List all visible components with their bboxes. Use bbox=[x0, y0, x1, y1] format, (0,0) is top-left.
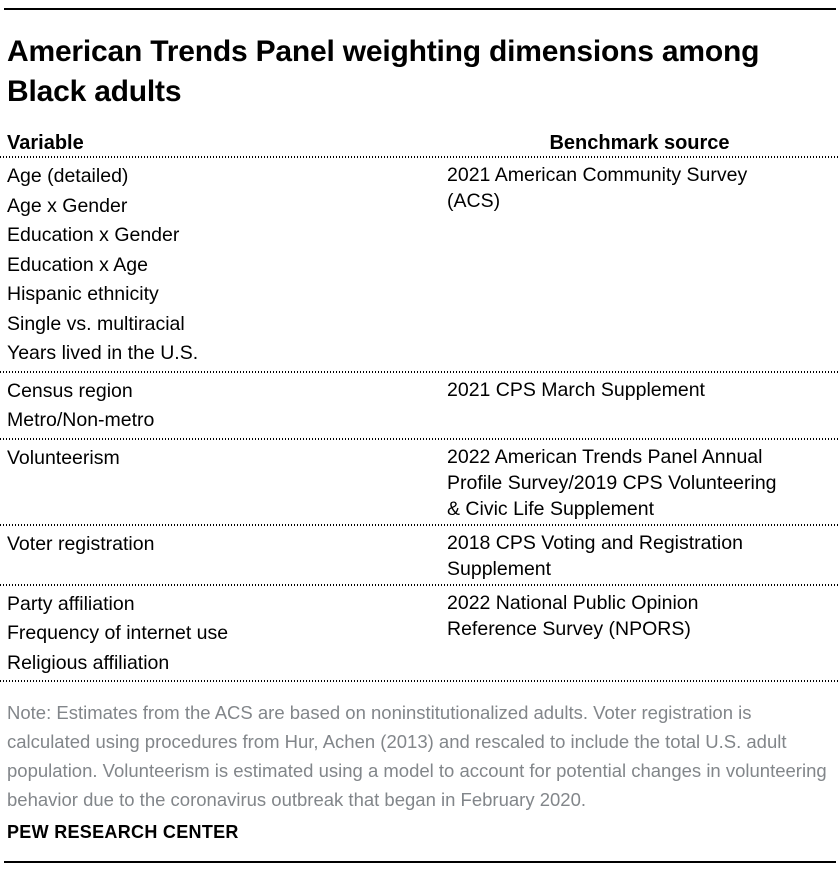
benchmark-source-cell: 2021 American Community Survey (ACS) bbox=[447, 162, 837, 214]
variable-item: Census region bbox=[7, 379, 133, 402]
variable-item: Hispanic ethnicity bbox=[7, 283, 159, 305]
variable-cell: Volunteerism bbox=[0, 444, 447, 474]
row-separator bbox=[0, 583, 840, 586]
variable-item: Voter registration bbox=[7, 532, 155, 555]
table-row: Volunteerism 2022 American Trends Panel A… bbox=[0, 440, 840, 524]
source-attribution: PEW RESEARCH CENTER bbox=[7, 822, 239, 842]
benchmark-source-line: 2021 CPS March Supplement bbox=[447, 378, 705, 401]
row-separator bbox=[0, 523, 840, 526]
table-row: Census region Metro/Non-metro 2021 CPS Mar… bbox=[0, 373, 840, 438]
benchmark-source-cell: 2018 CPS Voting and Registration Suppleme… bbox=[447, 530, 837, 582]
column-header-benchmark-source: Benchmark source bbox=[549, 132, 730, 154]
variable-item: Party affiliation bbox=[7, 592, 135, 615]
row-separator bbox=[0, 370, 840, 373]
benchmark-source-line: 2022 National Public Opinion bbox=[447, 591, 699, 614]
variable-item: Age (detailed) bbox=[7, 165, 129, 187]
table-row: Age (detailed) Age x Gender Education x Ge… bbox=[0, 158, 840, 371]
row-separator bbox=[0, 437, 840, 440]
variable-item: Volunteerism bbox=[7, 446, 120, 469]
table-row: Voter registration 2018 CPS Voting and Re… bbox=[0, 526, 840, 584]
variable-item: Single vs. multiracial bbox=[7, 312, 185, 335]
benchmark-source-line: Profile Survey/2019 CPS Volunteering bbox=[447, 471, 777, 494]
benchmark-source-cell: 2022 American Trends Panel Annual Profile… bbox=[447, 444, 837, 522]
variable-item: Education x Age bbox=[7, 253, 148, 276]
variable-item: Religious affiliation bbox=[7, 651, 170, 674]
benchmark-source-line: Supplement bbox=[447, 557, 552, 580]
benchmark-source-cell: 2021 CPS March Supplement bbox=[447, 377, 837, 403]
variable-cell: Party affiliation Frequency of internet u… bbox=[0, 590, 447, 679]
bottom-rule bbox=[4, 861, 836, 863]
benchmark-source-line: Reference Survey (NPORS) bbox=[447, 617, 691, 640]
row-separator bbox=[0, 680, 840, 682]
variable-cell: Voter registration bbox=[0, 530, 447, 560]
top-rule bbox=[4, 8, 836, 10]
footnote-text: Note: Estimates from the ACS are based o… bbox=[7, 702, 827, 810]
header-separator bbox=[0, 156, 840, 158]
variable-cell: Census region Metro/Non-metro bbox=[0, 377, 447, 436]
benchmark-source-line: 2021 American Community Survey bbox=[447, 164, 748, 186]
benchmark-source-line: 2018 CPS Voting and Registration bbox=[447, 531, 743, 554]
page-title: American Trends Panel weighting dimensio… bbox=[7, 35, 760, 108]
variable-item: Years lived in the U.S. bbox=[7, 342, 199, 364]
variable-item: Frequency of internet use bbox=[7, 622, 229, 644]
variable-cell: Age (detailed) Age x Gender Education x Ge… bbox=[0, 162, 447, 369]
variable-item: Metro/Non-metro bbox=[7, 409, 155, 431]
variable-item: Education x Gender bbox=[7, 224, 180, 246]
table-row: Party affiliation Frequency of internet u… bbox=[0, 586, 840, 681]
benchmark-source-line: 2022 American Trends Panel Annual bbox=[447, 445, 763, 468]
benchmark-source-line: (ACS) bbox=[447, 190, 501, 212]
benchmark-source-line: & Civic Life Supplement bbox=[447, 497, 655, 520]
table-body: Age (detailed) Age x Gender Education x Ge… bbox=[0, 158, 840, 682]
column-header-variable: Variable bbox=[7, 132, 84, 154]
variable-item: Age x Gender bbox=[7, 194, 128, 217]
table-header-row: Variable Benchmark source bbox=[0, 130, 840, 156]
benchmark-source-cell: 2022 National Public Opinion Reference Su… bbox=[447, 590, 837, 642]
